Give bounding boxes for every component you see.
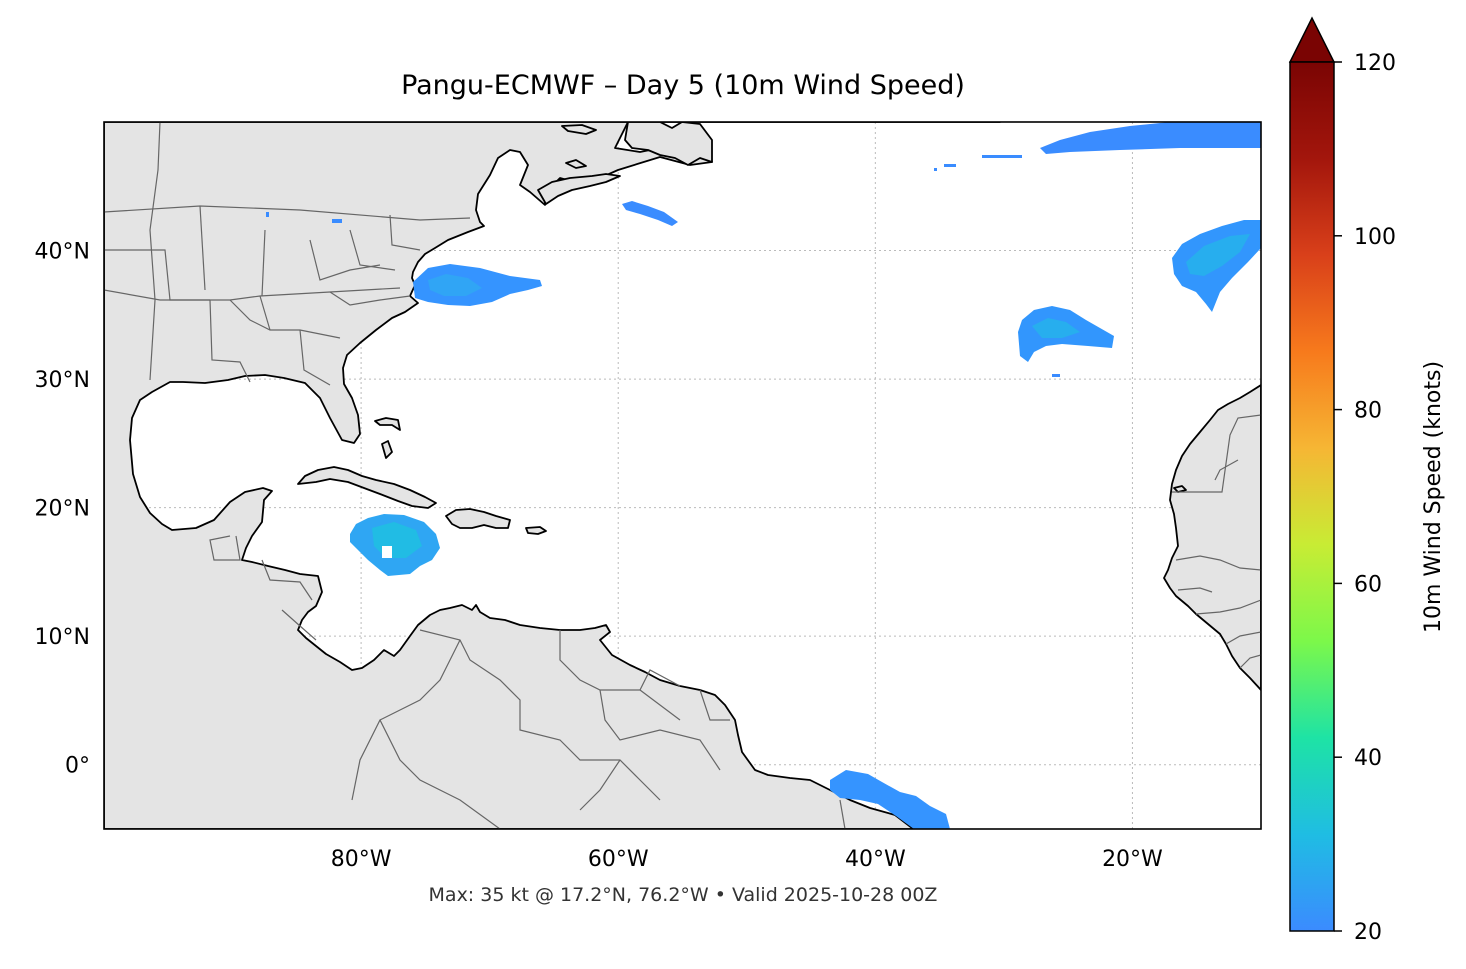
colorbar-label: 10m Wind Speed (knots) xyxy=(1421,361,1446,633)
north-america-land xyxy=(104,122,1001,829)
max-wind-footer: Max: 35 kt @ 17.2°N, 76.2°W • Valid 2025… xyxy=(428,884,938,906)
wind-area-central-atlantic-core xyxy=(1032,318,1080,338)
lon-tick-label: 80°W xyxy=(331,847,392,872)
hispaniola-land xyxy=(445,508,511,529)
colorbar-tick-label: 120 xyxy=(1354,51,1396,76)
wind-area-off-us-coast-core xyxy=(428,274,482,296)
wind-area-central-atlantic-dot xyxy=(1052,374,1060,377)
wind-area-us-dot xyxy=(332,219,342,223)
colorbar: 20 40 60 80 100 120 10m Wind Speed (knots) xyxy=(1288,16,1446,945)
colorbar-extend-arrow xyxy=(1288,16,1336,63)
lon-tick-label: 40°W xyxy=(845,847,906,872)
newfoundland-land xyxy=(624,122,713,166)
nova-scotia-land xyxy=(537,173,621,205)
wind-area-lakes-dot xyxy=(266,212,269,217)
island-land xyxy=(561,124,597,135)
lat-tick-label: 10°N xyxy=(35,625,90,650)
bahamas-land-2 xyxy=(381,440,393,459)
colorbar-ticks: 20 40 60 80 100 120 xyxy=(1334,51,1396,945)
island-land-2 xyxy=(565,159,587,169)
lat-tick-label: 30°N xyxy=(35,368,90,393)
canary-islands-land xyxy=(1173,485,1187,493)
puerto-rico-land xyxy=(525,526,547,535)
wind-area-north-atlantic-dots-2 xyxy=(944,164,956,167)
wind-area-north-atlantic xyxy=(1040,122,1261,154)
wind-area-nova-scotia xyxy=(622,201,678,226)
longitude-axis: 80°W 60°W 40°W 20°W xyxy=(331,847,1163,872)
lat-tick-label: 0° xyxy=(65,754,90,779)
wind-speed-field xyxy=(266,122,1261,829)
map-frame xyxy=(103,121,1262,830)
lat-tick-label: 40°N xyxy=(35,240,90,265)
wind-area-north-atlantic-dots-3 xyxy=(934,168,937,171)
colorbar-tick-label: 80 xyxy=(1354,399,1382,424)
wind-area-north-atlantic-dots xyxy=(982,155,1022,158)
wind-area-off-iberia-core xyxy=(1186,234,1250,276)
colorbar-gradient xyxy=(1289,61,1335,932)
latitude-axis: 40°N 30°N 20°N 10°N 0° xyxy=(35,240,90,779)
bahamas-land xyxy=(374,417,401,431)
lon-tick-label: 20°W xyxy=(1102,847,1163,872)
colorbar-tick-label: 20 xyxy=(1354,920,1382,945)
colorbar-tick-label: 60 xyxy=(1354,572,1382,597)
wind-area-jamaica-gap xyxy=(382,546,392,558)
cuba-land xyxy=(297,466,437,509)
map-title: Pangu-ECMWF – Day 5 (10m Wind Speed) xyxy=(401,70,965,101)
wind-area-off-brazil xyxy=(830,770,950,829)
political-borders xyxy=(104,122,1261,829)
colorbar-tick-label: 100 xyxy=(1354,225,1396,250)
lon-tick-label: 60°W xyxy=(588,847,649,872)
colorbar-tick-label: 40 xyxy=(1354,746,1382,771)
lat-tick-label: 20°N xyxy=(35,497,90,522)
